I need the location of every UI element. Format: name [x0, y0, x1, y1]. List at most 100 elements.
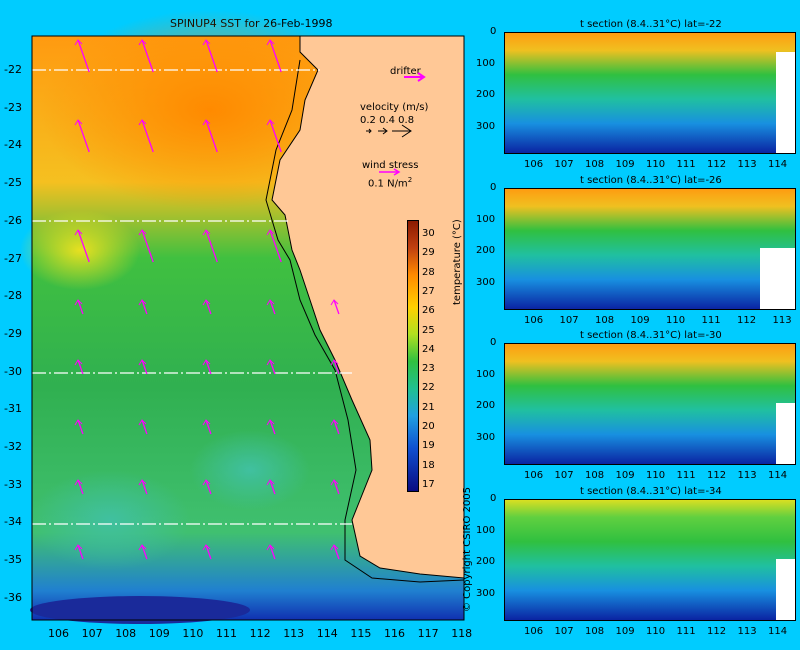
- wind-arrow: [74, 299, 84, 315]
- colorbar-tick-label: 22: [422, 382, 435, 394]
- section-plot[interactable]: [504, 343, 796, 465]
- wind-arrow: [74, 544, 84, 560]
- section-lon-tick: 106: [524, 626, 544, 637]
- section-depth-tick: 100: [476, 57, 496, 69]
- section-depth-tick: 100: [476, 213, 496, 225]
- section-temperature-field: [504, 343, 796, 465]
- wind-arrow: [202, 544, 212, 560]
- section-title: t section (8.4..31°C) lat=-26: [580, 175, 722, 186]
- section-depth-tick: 0: [490, 493, 497, 504]
- section-lon-tick: 113: [737, 470, 757, 481]
- section-lon-tick: 111: [676, 159, 696, 170]
- section-plot[interactable]: [504, 32, 796, 154]
- section-lon-tick: 109: [615, 626, 635, 637]
- section-lon-tick: 112: [737, 315, 757, 326]
- section-lon-tick: 107: [559, 315, 579, 326]
- section-frame: [504, 343, 796, 465]
- section-plot[interactable]: [504, 188, 796, 310]
- section-depth-tick: 300: [476, 431, 496, 443]
- wind-arrow: [138, 544, 148, 560]
- section-lon-tick: 114: [768, 626, 788, 637]
- colorbar-tick-label: 24: [422, 343, 435, 355]
- wind-arrow: [266, 229, 282, 263]
- section-frame: [504, 32, 796, 154]
- velocity-scale-icon: [366, 124, 412, 138]
- latitude-tick-label: -23: [4, 100, 22, 114]
- section-frame: [504, 499, 796, 621]
- cool-eddy: [30, 470, 190, 570]
- wind-arrow: [138, 229, 154, 263]
- section-lon-tick: 109: [615, 470, 635, 481]
- sst-map[interactable]: [0, 0, 470, 650]
- section-land-mask: [776, 52, 796, 154]
- latitude-tick-label: -30: [4, 364, 22, 378]
- section-lon-tick: 108: [585, 159, 605, 170]
- colorbar-tick-label: 21: [422, 401, 435, 413]
- wind-arrow: [138, 119, 154, 153]
- cool-eddy: [190, 430, 310, 510]
- longitude-tick-label: 109: [148, 627, 170, 640]
- section-depth-tick: 0: [490, 337, 497, 348]
- wind-arrow: [138, 479, 148, 495]
- latitude-tick-label: -32: [4, 440, 22, 453]
- wind-arrow: [202, 479, 212, 495]
- section-temperature-field: [504, 32, 796, 154]
- section-land-mask: [776, 559, 796, 621]
- section-lon-tick: 107: [554, 626, 574, 637]
- wind-arrow: [74, 419, 84, 435]
- section-lon-tick: 109: [630, 315, 650, 326]
- longitude-tick-label: 114: [316, 627, 338, 640]
- latitude-tick-label: -34: [4, 515, 22, 529]
- wind-stress-value: 0.1 N/m2: [368, 176, 412, 189]
- wind-arrow: [266, 299, 276, 315]
- section-lon-tick: 114: [768, 159, 788, 170]
- section-depth-tick: 300: [476, 587, 496, 599]
- wind-arrow: [202, 39, 218, 73]
- section-lon-tick: 113: [772, 315, 792, 326]
- section-lon-tick: 109: [615, 159, 635, 170]
- latitude-tick-label: -24: [4, 138, 22, 152]
- section-lon-tick: 111: [676, 470, 696, 481]
- colorbar-tick-label: 17: [422, 478, 435, 490]
- latitude-tick-label: -33: [4, 477, 22, 491]
- wind-arrow: [266, 119, 282, 153]
- section-lon-tick: 114: [768, 470, 788, 481]
- longitude-tick-label: 111: [216, 627, 237, 640]
- copyright-notice: © Copyright CSIRO 2005: [462, 487, 473, 612]
- latitude-tick-label: -29: [4, 326, 22, 340]
- wind-arrow: [74, 39, 90, 73]
- wind-arrow: [74, 229, 90, 263]
- section-depth-tick: 200: [476, 89, 496, 100]
- wind-arrow: [74, 119, 90, 153]
- colorbar-tick-label: 25: [422, 324, 435, 336]
- section-depth-tick: 100: [476, 524, 496, 536]
- wind-arrow: [266, 359, 276, 375]
- section-lines: [32, 69, 352, 525]
- longitude-tick-label: 107: [81, 627, 103, 640]
- section-depth-tick: 300: [476, 276, 496, 288]
- section-plot[interactable]: [504, 499, 796, 621]
- wind-stress-exponent: 2: [407, 176, 413, 184]
- latitude-tick-label: -35: [4, 553, 22, 567]
- section-lon-tick: 106: [524, 470, 544, 481]
- section-lon-tick: 106: [524, 159, 544, 170]
- wind-arrow: [330, 479, 340, 495]
- section-title: t section (8.4..31°C) lat=-34: [580, 486, 722, 497]
- longitude-tick-label: 112: [249, 627, 271, 640]
- wind-arrow: [138, 419, 148, 435]
- wind-arrow: [138, 359, 148, 375]
- wind-arrow: [330, 299, 340, 315]
- section-land-mask: [760, 248, 796, 310]
- section-temperature-field: [504, 499, 796, 621]
- colorbar-tick-label: 29: [422, 247, 435, 259]
- colorbar-tick-label: 30: [422, 228, 435, 239]
- wind-arrow: [266, 479, 276, 495]
- section-lon-tick: 110: [646, 159, 666, 170]
- section-lon-tick: 112: [707, 470, 727, 481]
- wind-arrow: [266, 419, 276, 435]
- section-lon-tick: 110: [646, 470, 666, 481]
- map-frame: [31, 35, 465, 621]
- wind-stress-arrows: [74, 39, 340, 560]
- wind-arrow: [330, 419, 340, 435]
- section-depth-tick: 0: [490, 26, 497, 37]
